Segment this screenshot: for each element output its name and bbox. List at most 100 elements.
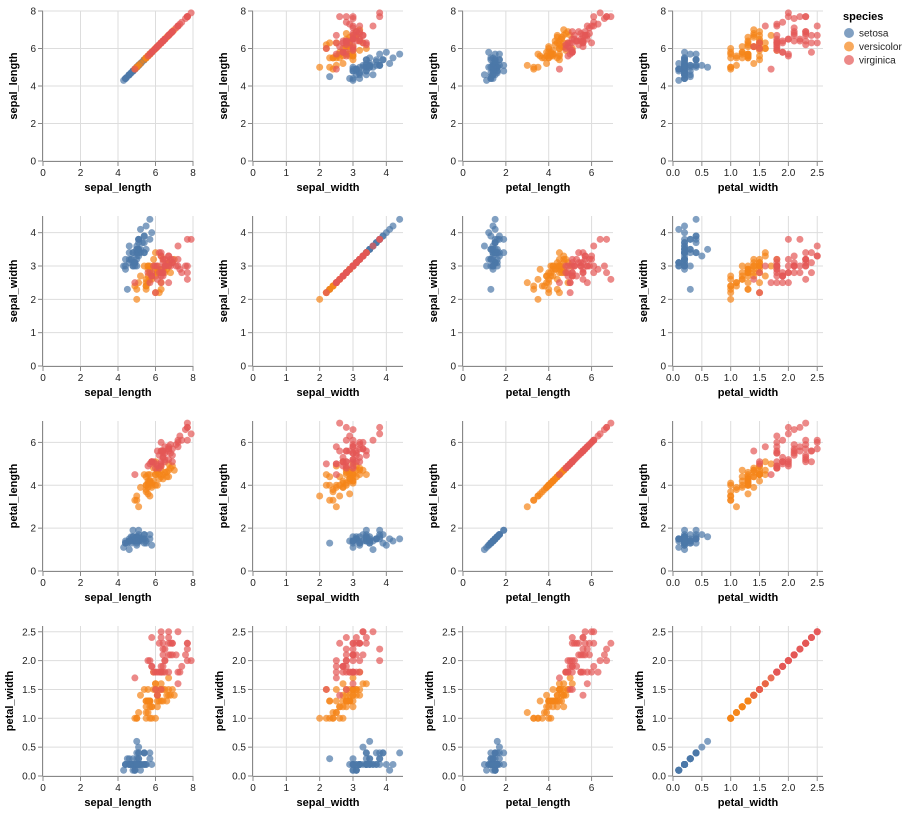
data-point-versicolor (332, 709, 340, 717)
data-point-setosa (146, 749, 154, 757)
data-point-virginica (773, 46, 781, 54)
series-setosa (326, 526, 404, 554)
data-point-virginica (796, 645, 804, 653)
data-point-virginica (146, 279, 154, 287)
data-point-setosa (135, 526, 143, 534)
data-point-versicolor (549, 685, 557, 693)
data-point-versicolor (761, 249, 769, 257)
data-point-virginica (165, 634, 173, 642)
data-point-virginica (773, 458, 781, 466)
data-point-setosa (125, 760, 133, 768)
data-point-virginica (802, 13, 810, 21)
data-point-virginica (596, 430, 604, 438)
x-tick-label: 4 (115, 373, 121, 384)
y-tick-label: 0 (660, 362, 666, 373)
data-point-virginica (568, 668, 576, 676)
data-point-virginica (802, 451, 810, 459)
data-point-versicolor (165, 674, 173, 682)
data-point-virginica (336, 13, 344, 21)
data-point-setosa (500, 67, 508, 75)
data-point-setosa (692, 235, 700, 243)
x-tick-label: 1.5 (753, 578, 767, 589)
data-point-versicolor (727, 63, 735, 71)
y-tick-label: 2.0 (232, 656, 246, 667)
y-tick-label: 6 (450, 438, 456, 449)
data-point-versicolor (551, 475, 559, 483)
data-point-versicolor (732, 279, 740, 287)
data-point-virginica (187, 657, 195, 665)
data-point-virginica (152, 289, 159, 297)
x-tick-label: 1.0 (724, 783, 738, 794)
x-tick-label: 2.0 (781, 168, 795, 179)
x-tick-label: 4 (546, 783, 552, 794)
data-point-virginica (583, 22, 591, 30)
data-point-virginica (790, 15, 798, 22)
y-tick-label: 4 (240, 82, 246, 93)
data-point-virginica (773, 432, 781, 440)
data-point-virginica (575, 651, 583, 659)
data-point-virginica (784, 279, 792, 287)
data-point-virginica (773, 449, 781, 457)
data-point-virginica (322, 685, 330, 693)
data-point-virginica (779, 279, 787, 287)
data-point-setosa (125, 255, 133, 263)
series-setosa (480, 215, 508, 293)
y-tick-label: 6 (30, 44, 36, 55)
data-point-versicolor (530, 285, 538, 293)
data-point-virginica (779, 436, 787, 444)
data-point-versicolor (547, 50, 555, 58)
x-axis-title: petal_length (506, 387, 571, 399)
data-point-virginica (349, 35, 357, 43)
data-point-virginica (131, 279, 139, 287)
data-point-virginica (555, 471, 563, 479)
data-point-setosa (675, 60, 683, 67)
data-point-versicolor (322, 481, 330, 489)
data-point-virginica (369, 436, 377, 444)
data-point-versicolor (349, 703, 357, 711)
data-point-setosa (698, 61, 706, 69)
data-point-setosa (376, 755, 384, 763)
data-point-setosa (704, 245, 712, 253)
data-point-virginica (813, 39, 821, 47)
data-point-setosa (359, 743, 367, 751)
data-point-versicolor (326, 496, 334, 504)
data-point-setosa (396, 50, 404, 58)
data-point-setosa (681, 222, 689, 230)
y-tick-label: 0 (30, 362, 36, 373)
data-point-versicolor (534, 275, 542, 283)
data-point-virginica (349, 680, 357, 688)
x-tick-label: 2 (78, 783, 84, 794)
data-point-versicolor (538, 54, 546, 62)
series-versicolor (727, 458, 781, 511)
data-point-versicolor (146, 703, 154, 711)
data-point-setosa (487, 285, 495, 293)
data-point-virginica (779, 39, 787, 47)
data-point-setosa (686, 285, 694, 293)
data-point-virginica (150, 262, 158, 270)
data-point-versicolor (767, 262, 775, 270)
panel-sepal_length-vs-sepal_length: 0 2 4 6 8 0 2 4 6 8 sepal_length sepal_length (8, 7, 196, 195)
data-point-setosa (133, 737, 141, 745)
data-point-virginica (376, 235, 384, 243)
x-tick-label: 1 (284, 168, 290, 179)
data-point-virginica (773, 464, 781, 472)
data-point-versicolor (157, 680, 165, 688)
data-point-virginica (813, 22, 821, 30)
series-setosa (480, 737, 508, 774)
data-point-virginica (165, 252, 173, 260)
x-tick-label: 2.5 (810, 373, 824, 384)
series-setosa (480, 48, 508, 84)
panel-petal_width-vs-petal_length: 0 2 4 6 0.0 0.5 1.0 1.5 2.0 2.5 petal_length petal_… (424, 626, 615, 809)
y-tick-label: 4 (240, 481, 246, 492)
data-point-versicolor (523, 503, 531, 511)
y-tick-label: 2.5 (22, 627, 36, 638)
data-point-virginica (342, 13, 350, 21)
series-versicolor (523, 26, 576, 73)
data-point-versicolor (523, 279, 531, 287)
data-point-virginica (767, 471, 775, 479)
data-point-setosa (131, 766, 139, 774)
data-point-setosa (692, 535, 700, 543)
data-point-setosa (500, 749, 508, 757)
y-axis-title: petal_width (634, 670, 646, 731)
y-tick-label: 0 (450, 567, 456, 578)
